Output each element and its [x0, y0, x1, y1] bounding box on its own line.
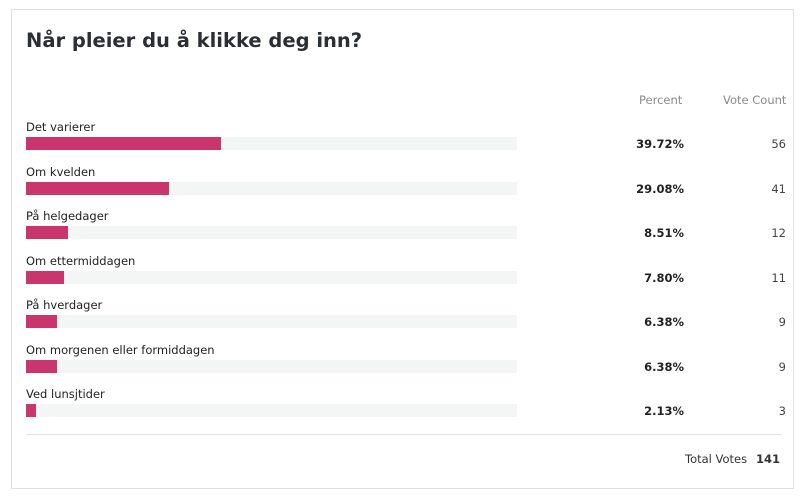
option-label: På hverdager: [26, 298, 103, 312]
option-label: Om ettermiddagen: [26, 253, 136, 268]
result-row: Ved lunsjtider 2.13% 3: [26, 387, 786, 431]
vote-count-header: Vote Count: [723, 93, 787, 107]
vote-count: 11: [771, 270, 786, 285]
bar-track: [26, 404, 517, 417]
bar: [26, 315, 58, 328]
bar: [26, 404, 37, 417]
result-row: På hverdager 6.38% 9: [26, 298, 786, 342]
bar-track: [26, 181, 517, 195]
poll-results-card: Når pleier du å klikke deg inn? Percent …: [11, 9, 794, 489]
percent-label: 6.38%: [644, 359, 684, 374]
vote-count: 41: [771, 181, 786, 196]
option-label: På helgedager: [26, 209, 109, 223]
bar-track: [26, 270, 517, 284]
result-row: På helgedager 8.51% 12: [26, 209, 786, 253]
total-votes-value: 141: [755, 452, 780, 466]
percent-label: 6.38%: [644, 315, 684, 329]
vote-count: 9: [778, 359, 786, 374]
bar-track: [26, 226, 517, 239]
option-label: Om morgenen eller formiddagen: [26, 342, 215, 357]
percent-header: Percent: [639, 93, 683, 107]
vote-count: 9: [778, 315, 786, 329]
bar: [26, 359, 58, 373]
total-votes-label: Total Votes: [685, 452, 748, 466]
bar: [26, 270, 65, 284]
vote-count: 56: [771, 137, 786, 151]
result-row: Det varierer 39.72% 56: [26, 120, 786, 164]
option-label: Det varierer: [26, 120, 96, 134]
percent-label: 7.80%: [644, 270, 684, 285]
percent-label: 2.13%: [644, 404, 684, 418]
result-row: Om kvelden 29.08% 41: [26, 165, 786, 209]
divider: [26, 434, 782, 435]
bar: [26, 137, 222, 150]
bar-track: [26, 359, 517, 373]
bar: [26, 226, 68, 239]
vote-count: 3: [778, 404, 786, 418]
result-row: Om morgenen eller formiddagen 6.38% 9: [26, 343, 786, 387]
option-label: Ved lunsjtider: [26, 387, 105, 401]
percent-label: 39.72%: [636, 137, 684, 151]
result-row: Om ettermiddagen 7.80% 11: [26, 254, 786, 298]
percent-label: 8.51%: [644, 226, 684, 240]
bar-track: [26, 315, 517, 328]
bar-track: [26, 137, 517, 150]
bar: [26, 181, 169, 195]
percent-label: 29.08%: [636, 181, 684, 196]
option-label: Om kvelden: [26, 164, 96, 179]
vote-count: 12: [771, 226, 786, 240]
poll-title: Når pleier du å klikke deg inn?: [26, 29, 363, 52]
